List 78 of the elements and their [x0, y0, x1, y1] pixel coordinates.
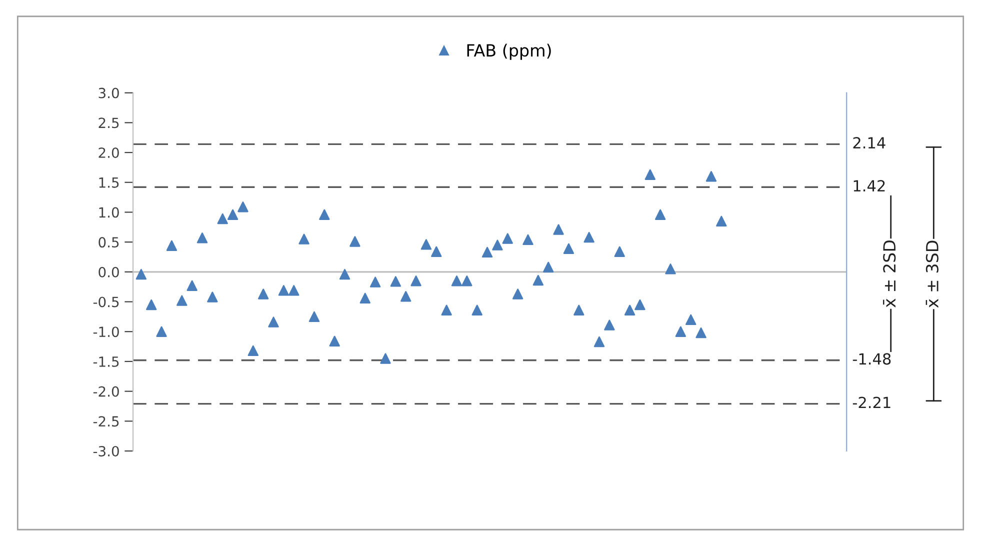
point [186, 280, 198, 291]
point [441, 304, 452, 316]
point [166, 240, 178, 251]
point [298, 234, 310, 244]
y-tick-label: 2.5 [98, 118, 119, 128]
point [136, 268, 147, 280]
point [308, 311, 320, 322]
point [288, 285, 300, 296]
point [196, 232, 208, 244]
point [482, 246, 493, 258]
point [370, 276, 381, 288]
point [542, 262, 554, 272]
y-tick-label: 1.0 [99, 207, 119, 218]
ref-line-label: -1.48 [852, 353, 891, 365]
point [654, 209, 666, 220]
point [319, 209, 330, 220]
point [624, 304, 636, 316]
y-tick-label: -2.5 [93, 416, 119, 427]
point [248, 345, 258, 356]
point [217, 213, 228, 224]
y-tick-label: 3.0 [98, 88, 119, 98]
y-tick-label: 1.5 [99, 178, 119, 188]
y-tick-label: -1.5 [93, 356, 119, 367]
point [644, 169, 656, 180]
point [146, 299, 157, 310]
point [238, 201, 248, 212]
y-tick-label: -2.0 [93, 386, 119, 397]
point [410, 276, 422, 286]
ref-line-label: 2.14 [853, 137, 886, 148]
point [207, 292, 218, 302]
point [360, 292, 370, 304]
point [156, 326, 167, 337]
ref-line-label: 1.42 [854, 180, 885, 192]
point [604, 320, 615, 330]
y-tick-label: 0.0 [98, 266, 119, 278]
point [176, 295, 188, 306]
point [329, 336, 340, 347]
point [634, 299, 646, 310]
point [706, 171, 717, 182]
point [532, 274, 544, 286]
y-tick-label: -1.0 [93, 326, 119, 338]
point [390, 276, 402, 287]
point [227, 209, 238, 220]
point [594, 336, 605, 348]
point [614, 246, 625, 257]
point [400, 291, 412, 302]
point [462, 276, 472, 286]
text: x̄ ± 2SD [883, 240, 896, 308]
text: x̄ ± 3SD [926, 240, 938, 308]
point [420, 239, 432, 250]
point [451, 276, 462, 286]
point [278, 285, 290, 296]
point [380, 353, 391, 364]
y-tick-label: 2.0 [98, 147, 119, 158]
point [339, 268, 350, 280]
point [522, 234, 534, 246]
point [268, 316, 279, 328]
y-tick-label: -3.0 [93, 446, 119, 456]
point [431, 246, 442, 257]
point [665, 264, 676, 274]
point [472, 304, 482, 316]
point [584, 232, 594, 243]
ref-line-label: -2.21 [852, 396, 890, 408]
legend-label: FAB (ppm) [467, 44, 551, 60]
point [553, 224, 564, 235]
point [258, 288, 269, 300]
point [492, 240, 503, 250]
point [574, 304, 584, 316]
y-tick-label: 0.5 [98, 237, 119, 248]
point [563, 243, 574, 254]
point [675, 326, 686, 337]
point [350, 236, 360, 247]
point [512, 288, 524, 300]
y-tick-label: -0.5 [93, 296, 119, 308]
point [696, 327, 706, 338]
point [716, 216, 727, 227]
point [502, 233, 513, 244]
point [686, 314, 696, 326]
